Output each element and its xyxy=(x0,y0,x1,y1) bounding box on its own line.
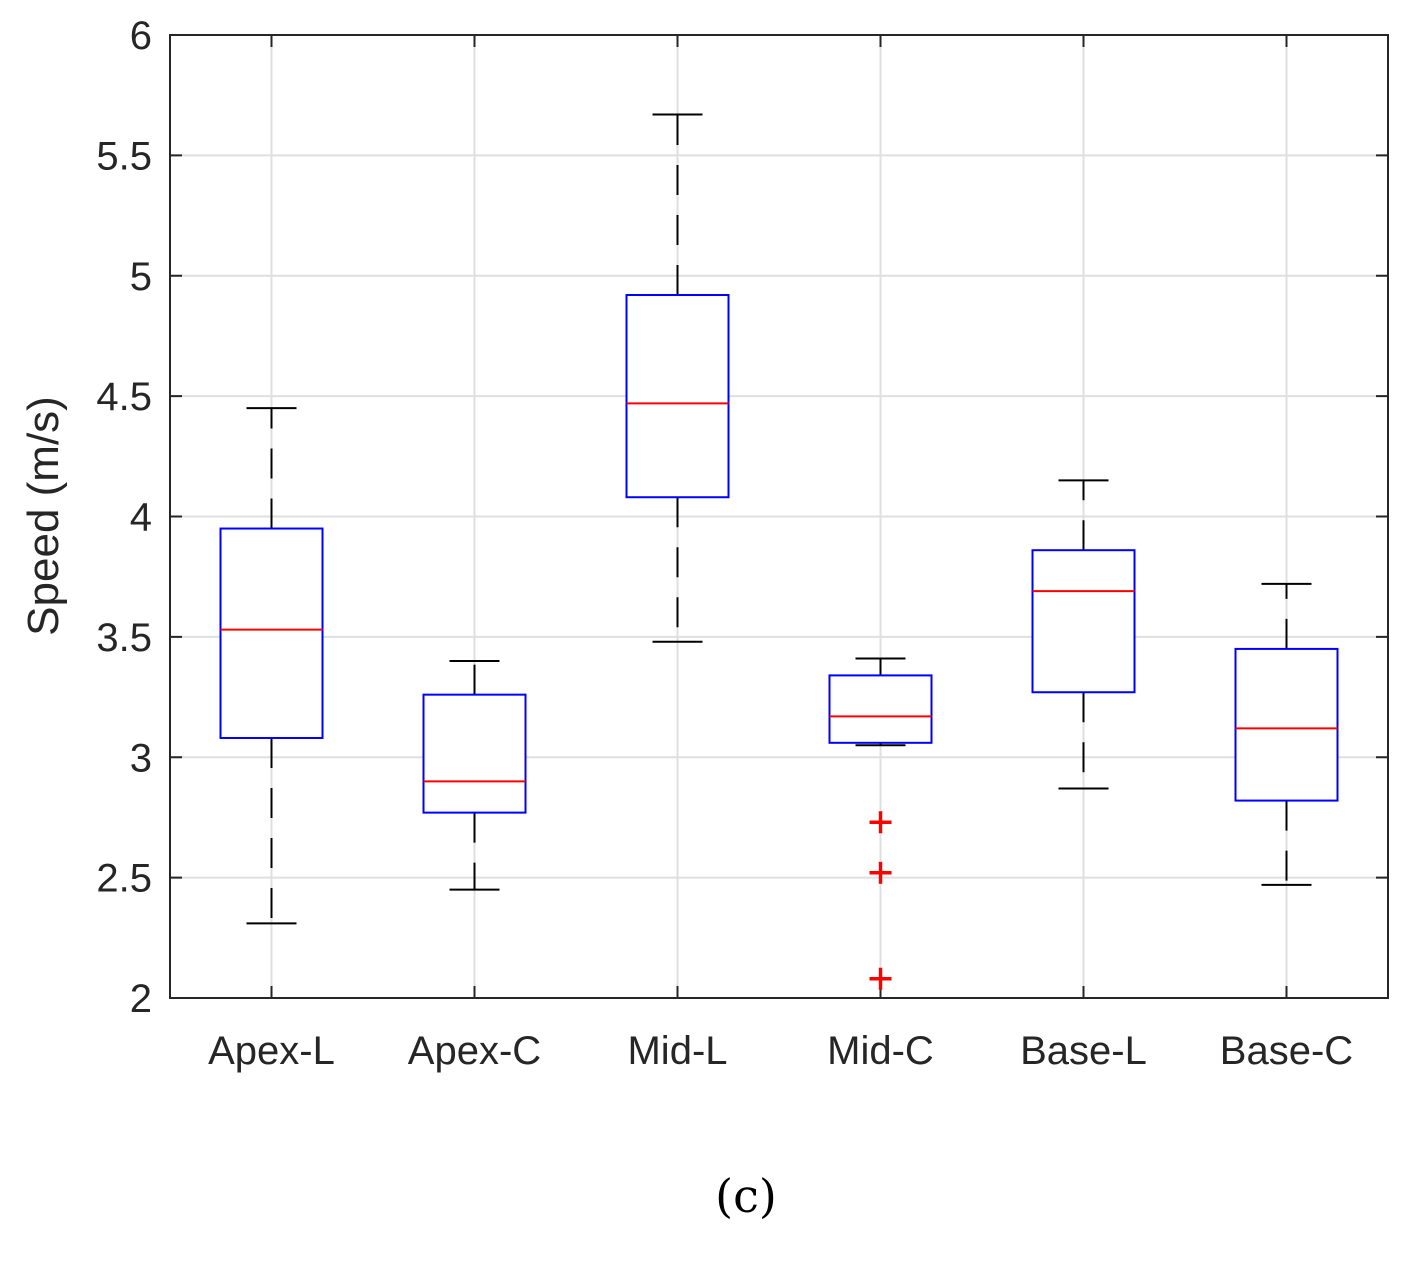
y-axis-label: Speed (m/s) xyxy=(19,396,68,636)
plot-area-frame xyxy=(169,34,1389,999)
box-group-apex-l xyxy=(219,407,324,925)
y-tick-label: 6 xyxy=(130,14,152,58)
y-tick-labels: 2 2.5 3 3.5 4 4.5 5 5.5 6 xyxy=(96,14,152,1021)
figure-caption: (c) xyxy=(715,1169,777,1223)
box-group-apex-c xyxy=(422,659,527,891)
x-tick-labels: Apex-L Apex-C Mid-L Mid-C Base-L Base-C xyxy=(208,1029,1353,1073)
x-tick-label: Mid-C xyxy=(827,1029,934,1073)
y-tick-label: 3.5 xyxy=(96,616,152,660)
y-tick-label: 5.5 xyxy=(96,134,152,178)
y-tick-label: 2.5 xyxy=(96,857,152,901)
x-tick-label: Base-C xyxy=(1220,1029,1353,1073)
box-group-base-c xyxy=(1234,582,1339,886)
x-tick-label: Apex-C xyxy=(408,1029,541,1073)
iqr-box xyxy=(219,527,324,739)
iqr-box xyxy=(828,674,933,744)
y-tick-label: 3 xyxy=(130,736,152,780)
iqr-box xyxy=(625,294,730,499)
x-tick-label: Apex-L xyxy=(208,1029,335,1073)
x-tick-label: Base-L xyxy=(1020,1029,1147,1073)
iqr-box xyxy=(1234,647,1339,802)
iqr-box xyxy=(422,693,527,814)
box-group-base-l xyxy=(1031,479,1136,790)
outlier-marker xyxy=(869,811,892,834)
y-tick-label: 2 xyxy=(130,977,152,1021)
grid-lines xyxy=(170,35,1388,998)
y-tick-label: 5 xyxy=(130,255,152,299)
boxplot-series xyxy=(219,113,1339,990)
box-group-mid-l xyxy=(625,113,730,643)
y-tick-label: 4 xyxy=(130,496,152,540)
iqr-box xyxy=(1031,549,1136,694)
y-tick-label: 4.5 xyxy=(96,375,152,419)
outlier-marker xyxy=(869,967,892,990)
x-tick-label: Mid-L xyxy=(627,1029,727,1073)
outlier-marker xyxy=(869,861,892,884)
box-group-mid-c xyxy=(828,657,933,990)
